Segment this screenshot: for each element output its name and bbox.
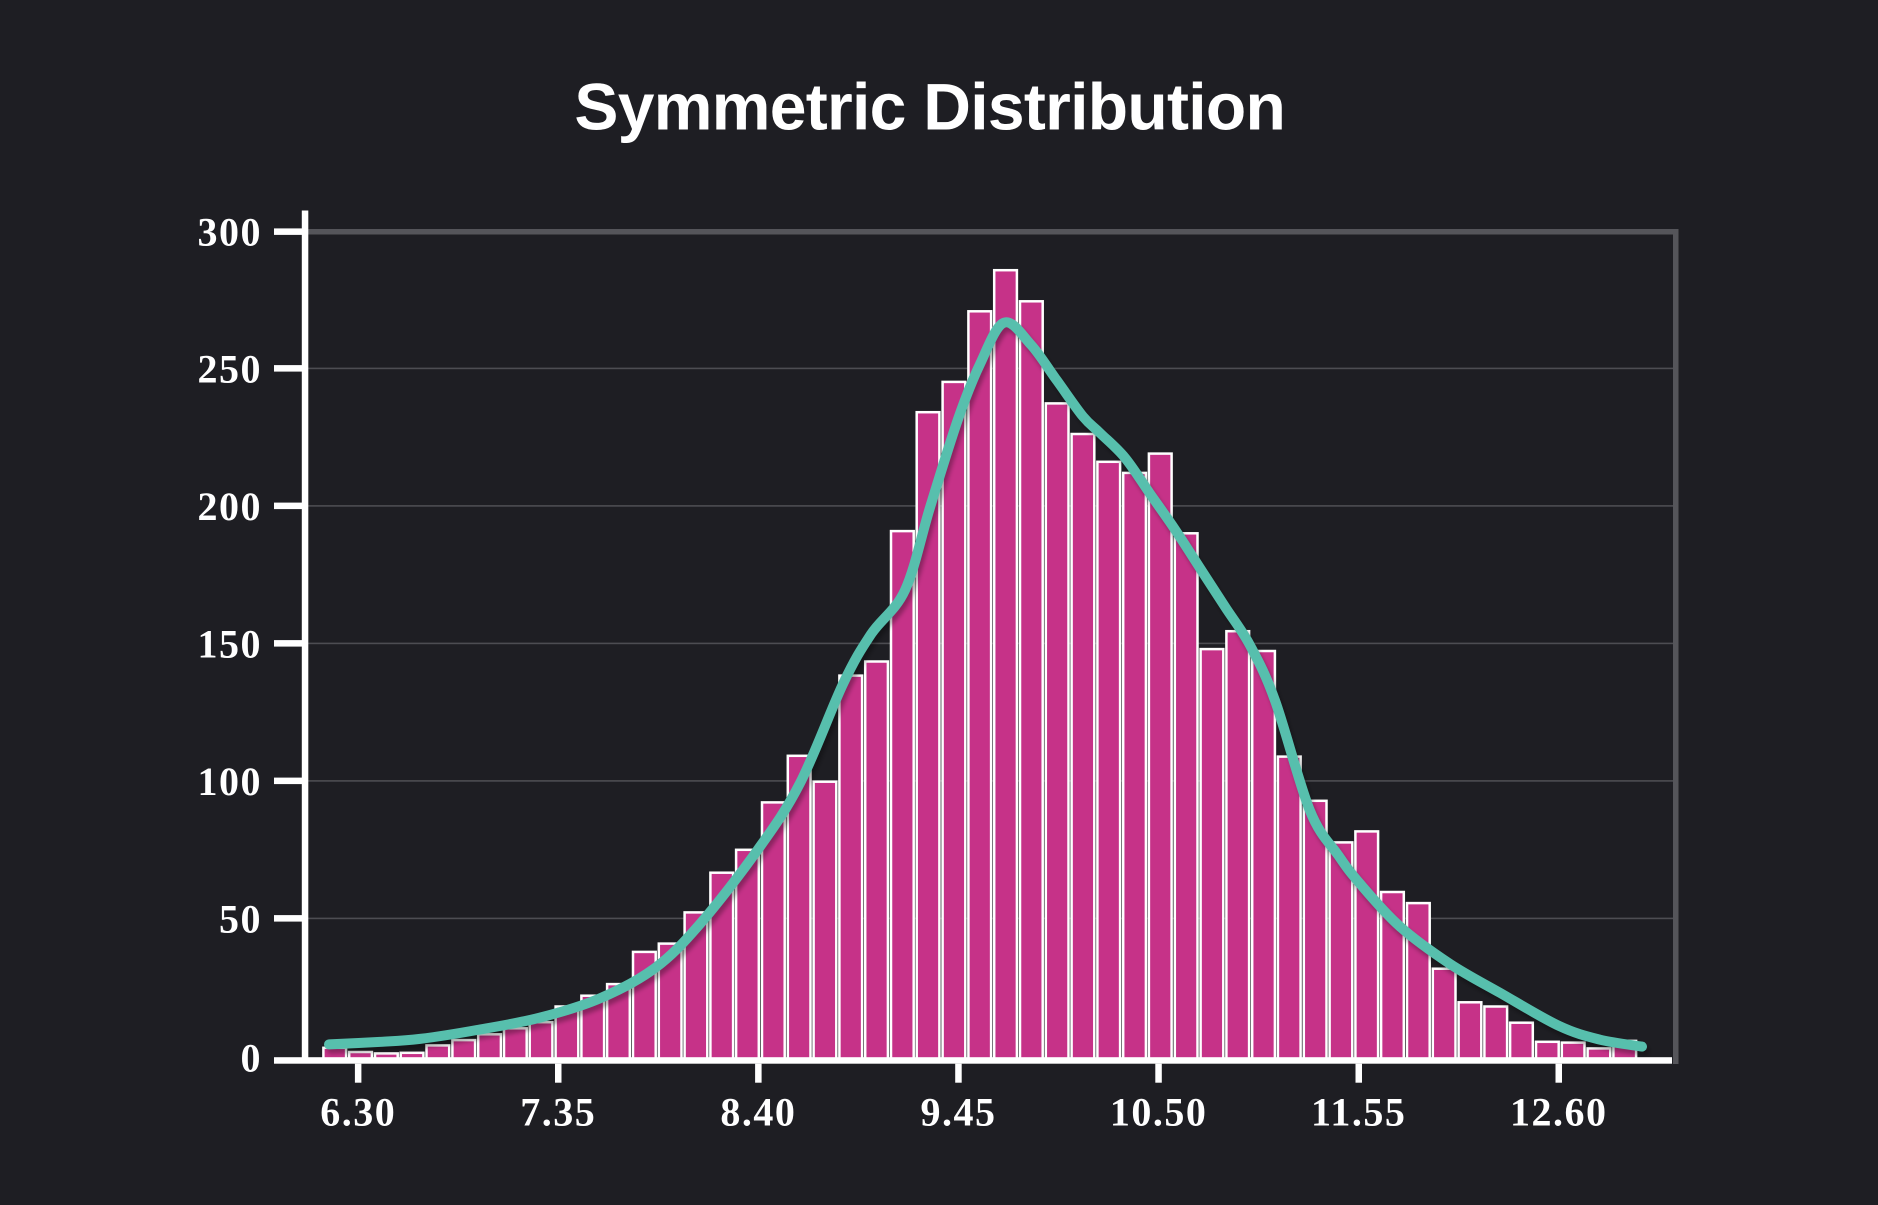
svg-text:150: 150 [198,621,263,666]
svg-text:6.30: 6.30 [320,1090,396,1135]
svg-text:9.45: 9.45 [921,1090,997,1135]
svg-text:250: 250 [198,346,263,391]
svg-text:10.50: 10.50 [1110,1090,1208,1135]
svg-text:8.40: 8.40 [720,1090,796,1135]
svg-text:50: 50 [219,896,262,941]
svg-text:300: 300 [198,210,263,255]
svg-text:200: 200 [198,484,263,529]
svg-text:0: 0 [241,1035,263,1080]
svg-text:Symmetric Distribution: Symmetric Distribution [574,70,1285,144]
svg-text:12.60: 12.60 [1510,1090,1608,1135]
svg-text:100: 100 [198,759,263,804]
svg-text:11.55: 11.55 [1311,1090,1406,1135]
svg-text:7.35: 7.35 [520,1090,596,1135]
